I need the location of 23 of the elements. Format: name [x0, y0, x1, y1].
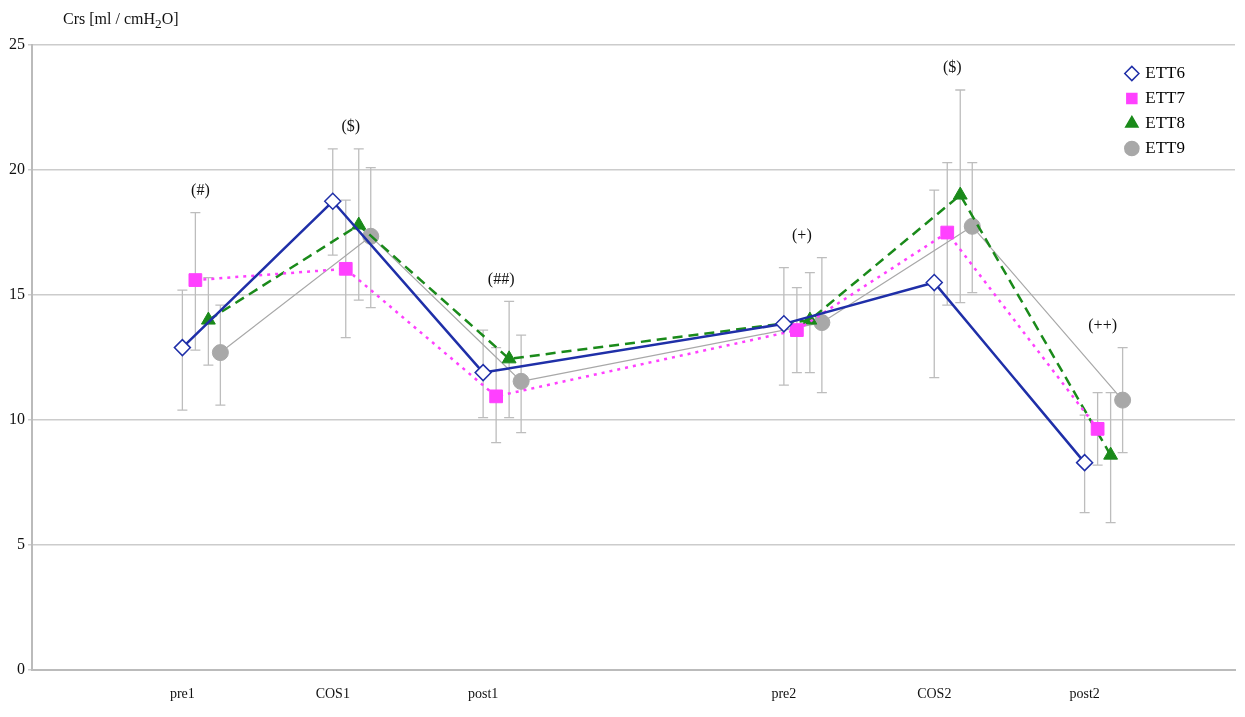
annotation: (++) — [1088, 315, 1117, 334]
legend-label: ETT7 — [1145, 87, 1186, 107]
legend-label: ETT9 — [1145, 137, 1185, 157]
x-tick-label: post2 — [1069, 686, 1100, 702]
y-axis-title: Crs [ml / cmH$_{2}$O] — [63, 10, 179, 33]
y-tick-label: 10 — [9, 410, 25, 428]
y-tick-label: 15 — [9, 285, 25, 303]
x-tick-label: post1 — [467, 686, 499, 702]
x-tick-label: COS2 — [917, 686, 952, 702]
x-tick-label: pre1 — [169, 686, 195, 702]
annotation: (##) — [487, 269, 515, 288]
x-tick-label: pre2 — [771, 686, 797, 702]
x-tick-label: COS1 — [315, 686, 350, 702]
annotation: (#) — [191, 180, 210, 199]
y-tick-label: 20 — [9, 160, 25, 178]
annotation: ($) — [341, 116, 361, 135]
y-tick-label: 25 — [9, 35, 25, 53]
y-tick-label: 0 — [17, 660, 25, 678]
legend-label: ETT8 — [1145, 112, 1185, 132]
legend-label: ETT6 — [1145, 62, 1185, 82]
annotation: ($) — [942, 58, 962, 77]
annotation: (+) — [792, 225, 812, 244]
y-tick-label: 5 — [17, 535, 25, 553]
